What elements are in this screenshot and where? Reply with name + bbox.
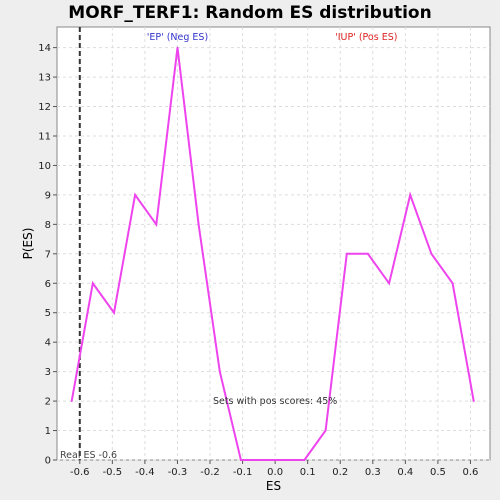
- y-tick-label: 0: [45, 456, 51, 467]
- y-tick-label: 12: [38, 102, 51, 113]
- data-point: [451, 282, 454, 285]
- y-tick-label: 6: [45, 279, 51, 290]
- y-tick-label: 13: [38, 73, 51, 84]
- real-es-label: Real ES -0.6: [60, 450, 117, 461]
- data-point: [472, 400, 475, 402]
- data-point: [324, 429, 327, 432]
- y-tick-label: 11: [38, 131, 51, 142]
- y-tick-label: 1: [45, 426, 51, 437]
- y-axis-label: P(ES): [21, 228, 35, 260]
- y-tick-label: 10: [38, 161, 51, 172]
- x-tick-label: 0.5: [430, 467, 446, 478]
- data-point: [367, 252, 369, 255]
- x-tick-label: 0.3: [365, 467, 381, 478]
- x-tick-label: -0.2: [200, 467, 220, 478]
- y-tick-label: 14: [38, 43, 51, 54]
- x-tick-label: 0.0: [267, 467, 283, 478]
- data-point: [113, 311, 115, 314]
- x-tick-label: -0.4: [135, 467, 155, 478]
- data-point: [303, 459, 306, 461]
- y-tick-label: 7: [45, 249, 51, 260]
- series-line: [70, 47, 475, 461]
- annotations: 'EP' (Neg ES) 'IUP' (Pos ES) Sets with p…: [60, 32, 397, 461]
- data-point: [345, 252, 348, 255]
- y-tick-label: 9: [45, 190, 51, 201]
- x-tick-label: -0.1: [233, 467, 253, 478]
- x-tick-label: 0.4: [397, 467, 413, 478]
- chart-title: MORF_TERF1: Random ES distribution: [68, 3, 431, 23]
- data-point: [240, 459, 242, 461]
- y-tick-label: 4: [45, 338, 51, 349]
- data-point: [91, 282, 94, 285]
- x-tick-label: 0.2: [332, 467, 348, 478]
- pos-es-label: 'IUP' (Pos ES): [335, 32, 397, 43]
- x-axis-label: ES: [266, 479, 281, 493]
- plot-area: [56, 26, 491, 461]
- x-tick-label: -0.6: [70, 467, 90, 478]
- series-group: [70, 46, 475, 461]
- x-tick-label: 0.1: [300, 467, 316, 478]
- data-point: [388, 282, 390, 285]
- pos-scores-text: Sets with pos scores: 45%: [213, 396, 337, 407]
- data-point: [282, 459, 285, 461]
- x-tick-label: 0.6: [463, 467, 479, 478]
- data-point: [70, 400, 73, 402]
- data-point: [430, 252, 433, 255]
- neg-es-label: 'EP' (Neg ES): [147, 32, 208, 43]
- data-point: [134, 193, 137, 196]
- y-tick-label: 8: [45, 220, 51, 231]
- data-point: [197, 223, 200, 226]
- y-tick-label: 3: [45, 367, 51, 378]
- data-point: [409, 193, 412, 196]
- x-tick-label: -0.5: [103, 467, 123, 478]
- data-point: [176, 46, 179, 49]
- y-tick-label: 5: [45, 308, 51, 319]
- x-tick-label: -0.3: [168, 467, 188, 478]
- y-tick-label: 2: [45, 397, 51, 408]
- data-point: [218, 370, 221, 373]
- data-point: [261, 459, 264, 461]
- data-point: [155, 223, 158, 226]
